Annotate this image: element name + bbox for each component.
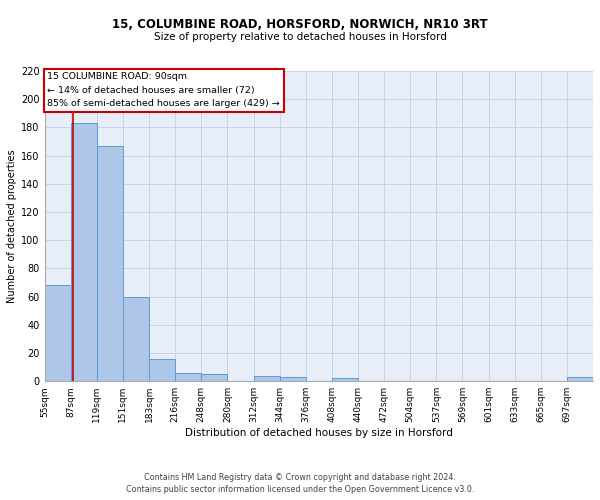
Bar: [71, 123, 97, 382]
Text: 15 COLUMBINE ROAD: 90sqm
← 14% of detached houses are smaller (72)
85% of semi-d: 15 COLUMBINE ROAD: 90sqm ← 14% of detach…: [47, 72, 280, 108]
Bar: [123, 296, 149, 382]
Bar: [280, 377, 306, 382]
X-axis label: Distribution of detached houses by size in Horsford: Distribution of detached houses by size …: [185, 428, 453, 438]
Bar: [149, 358, 175, 382]
Bar: [567, 377, 593, 382]
Bar: [175, 373, 201, 382]
Text: Size of property relative to detached houses in Horsford: Size of property relative to detached ho…: [154, 32, 446, 42]
Bar: [201, 374, 227, 382]
Y-axis label: Number of detached properties: Number of detached properties: [7, 150, 17, 303]
Bar: [332, 378, 358, 382]
Bar: [254, 376, 280, 382]
Bar: [97, 146, 123, 382]
Bar: [44, 286, 71, 382]
Text: Contains HM Land Registry data © Crown copyright and database right 2024.: Contains HM Land Registry data © Crown c…: [144, 472, 456, 482]
Text: 15, COLUMBINE ROAD, HORSFORD, NORWICH, NR10 3RT: 15, COLUMBINE ROAD, HORSFORD, NORWICH, N…: [112, 18, 488, 30]
Text: Contains public sector information licensed under the Open Government Licence v3: Contains public sector information licen…: [126, 485, 474, 494]
